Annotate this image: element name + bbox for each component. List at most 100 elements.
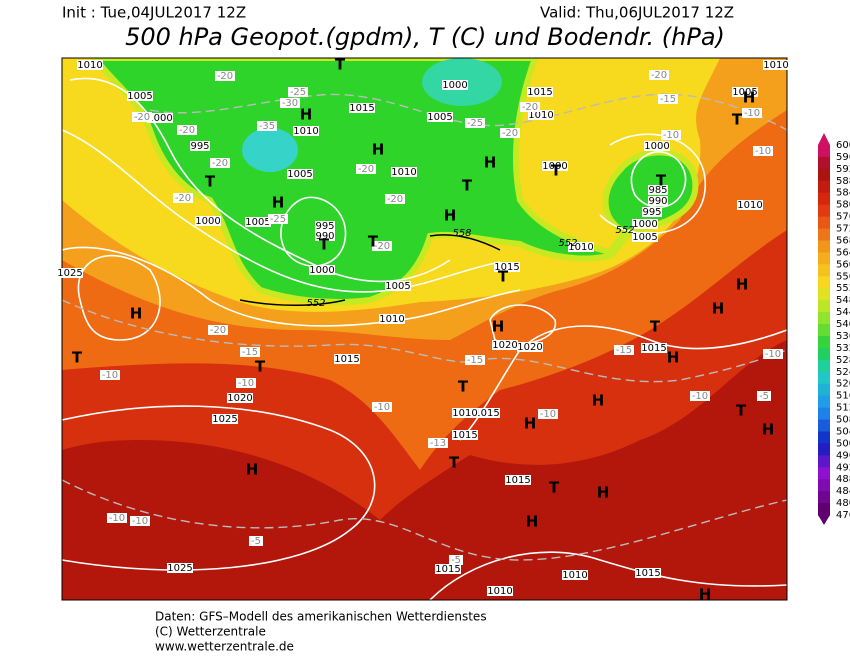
pressure-center: T: [549, 479, 560, 497]
isobar-label-box: [641, 343, 667, 353]
colorbar-label: 540: [836, 319, 850, 330]
temperature-label: -5: [759, 391, 769, 402]
temperature-label: -20: [374, 241, 390, 252]
colorbar-swatch: [818, 145, 830, 158]
isobar-label-box: [632, 232, 658, 242]
colorbar-label: 568: [836, 235, 850, 246]
isobar-label-box: [505, 475, 531, 485]
isobar-label: 1005: [427, 112, 452, 123]
colorbar-swatch: [818, 300, 830, 313]
temperature-label-box: [100, 370, 120, 380]
isobar-label-box: [562, 570, 588, 580]
temperature-label: -25: [290, 87, 306, 98]
pressure-center: H: [743, 89, 756, 107]
isobar-label: 1000: [309, 265, 334, 276]
colorbar-label: 520: [836, 379, 850, 390]
isobar-label: 1015: [527, 87, 552, 98]
isobar-label: 985: [648, 185, 667, 196]
pressure-center: T: [650, 318, 661, 336]
isobar-label-box: [737, 200, 763, 210]
colorbar-label: 584: [836, 188, 850, 199]
isobar-label-box: [385, 281, 411, 291]
isobar-label: 1005: [385, 281, 410, 292]
isobar-label-box: [442, 80, 468, 90]
isobar-label-box: [167, 563, 193, 573]
isobar-label: 1010: [763, 60, 788, 71]
isobar-label: 1015: [505, 475, 530, 486]
valid-text: Valid: Thu,06JUL2017 12Z: [540, 4, 734, 22]
pressure-center: H: [272, 194, 285, 212]
colorbar-label: 492: [836, 462, 850, 473]
isobar-label: 990: [648, 196, 667, 207]
isobar-label: 1000: [147, 113, 172, 124]
isobar-label-box: [349, 103, 375, 113]
temperature-label: -10: [692, 391, 708, 402]
colorbar-swatch: [818, 156, 830, 170]
colorbar-swatch: [818, 371, 830, 385]
isobar-label-box: [227, 393, 253, 403]
isobar-label-box: [732, 87, 758, 97]
isobar-label: 1015: [494, 262, 519, 273]
isobar-label: 1015: [349, 103, 374, 114]
colorbar-swatch: [818, 192, 830, 206]
temperature-label: -5: [251, 536, 261, 547]
temperature-label: -20: [217, 71, 233, 82]
temperature-label: -20: [134, 112, 150, 123]
isobar-label: 1000: [644, 141, 669, 152]
temperature-label: -15: [660, 94, 676, 105]
colorbar-label: 572: [836, 224, 850, 235]
colorbar-swatch: [818, 431, 830, 444]
init-text: Init : Tue,04JUL2017 12Z: [62, 4, 246, 22]
pressure-center: H: [597, 484, 610, 502]
isobar-label-box: [147, 113, 173, 123]
temperature-label: -20: [210, 325, 226, 336]
temperature-label: -10: [765, 349, 781, 360]
colorbar-label: 528: [836, 355, 850, 366]
isobar-label-box: [763, 60, 789, 70]
pressure-center: T: [449, 454, 460, 472]
pressure-center: H: [524, 415, 537, 433]
colorbar-label: 480: [836, 498, 850, 509]
isobar-label: 1015: [435, 564, 460, 575]
temperature-label: -20: [358, 164, 374, 175]
isobar-label: 995: [190, 141, 209, 152]
isobar-label-box: [635, 568, 661, 578]
isobar-label: 1015: [452, 430, 477, 441]
pressure-center: T: [458, 378, 469, 396]
temperature-label-box: [356, 164, 376, 174]
colorbar-label: 500: [836, 438, 850, 449]
isobar-label-box: [528, 110, 554, 120]
temperature-label: -10: [102, 370, 118, 381]
isobar-label: 1020: [517, 342, 542, 353]
pressure-center: H: [762, 421, 775, 439]
colorbar-swatch: [818, 455, 830, 468]
temperature-label: -20: [522, 102, 538, 113]
temperature-label: -20: [175, 193, 191, 204]
colorbar-label: 524: [836, 367, 850, 378]
temperature-label-box: [208, 325, 228, 335]
colorbar-swatch: [818, 443, 830, 456]
colorbar-label: 560: [836, 259, 850, 270]
contour-label: 552: [306, 298, 325, 309]
colorbar-label: 592: [836, 164, 850, 175]
colorbar-label: 508: [836, 415, 850, 426]
colorbar-label: 484: [836, 486, 850, 497]
pressure-center: H: [712, 300, 725, 318]
temperature-label-box: [280, 98, 300, 108]
temperature-label-box: [538, 409, 558, 419]
pressure-center: H: [592, 392, 605, 410]
temperature-label: -15: [242, 347, 258, 358]
colorbar-label: 580: [836, 200, 850, 211]
colorbar-label: 544: [836, 307, 850, 318]
isobar-label: 990: [315, 231, 334, 242]
isobar-label-box: [542, 161, 568, 171]
isobar-label: 1015: [641, 343, 666, 354]
colorbar-swatch: [818, 503, 830, 516]
pressure-center: T: [205, 173, 216, 191]
colorbar-label: 516: [836, 391, 850, 402]
contour-label: 552: [558, 238, 577, 249]
temperature-label-box: [130, 516, 150, 526]
colorbar-label: 548: [836, 295, 850, 306]
pressure-center: T: [656, 172, 667, 190]
isobar-label: 1015: [474, 408, 499, 419]
